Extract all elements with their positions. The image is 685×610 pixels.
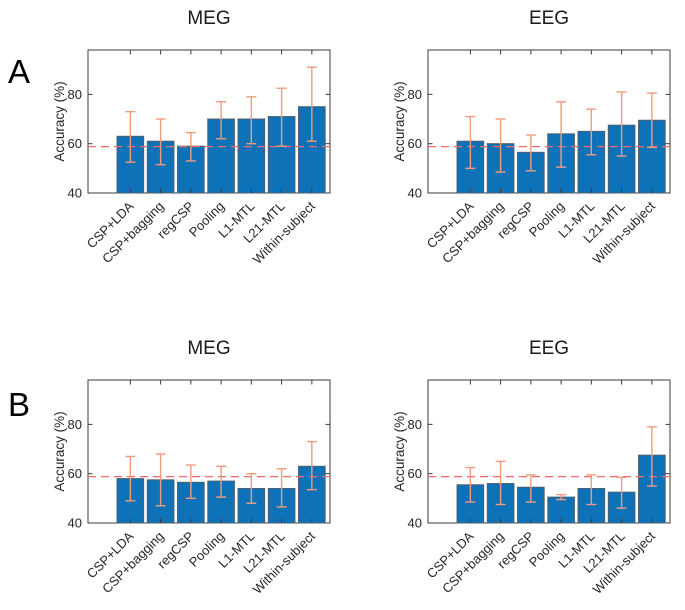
error-bar bbox=[556, 493, 567, 501]
error-bar bbox=[616, 476, 627, 509]
chart-title: MEG bbox=[187, 338, 230, 359]
error-bar bbox=[306, 66, 317, 142]
error-bar bbox=[155, 453, 166, 507]
y-axis-label: Accuracy (%) bbox=[392, 81, 407, 161]
error-bar bbox=[646, 92, 657, 149]
error-bar bbox=[525, 134, 536, 172]
error-bar bbox=[465, 466, 476, 503]
y-tick-label: 80 bbox=[408, 417, 422, 432]
error-bar bbox=[495, 460, 506, 506]
panel-label-b: B bbox=[8, 386, 31, 423]
y-tick-label: 40 bbox=[408, 186, 422, 201]
error-bar bbox=[276, 468, 287, 508]
error-bar bbox=[525, 474, 536, 503]
error-bar bbox=[216, 465, 227, 498]
error-bar bbox=[465, 115, 476, 170]
error-bar bbox=[216, 101, 227, 140]
error-bar bbox=[495, 118, 506, 173]
y-axis-label: Accuracy (%) bbox=[52, 411, 67, 491]
error-bar bbox=[586, 474, 597, 506]
y-tick-label: 60 bbox=[408, 136, 422, 151]
error-bar bbox=[616, 91, 627, 157]
y-axis-label: Accuracy (%) bbox=[52, 81, 67, 161]
y-tick-label: 80 bbox=[68, 417, 82, 432]
error-bar bbox=[646, 426, 657, 487]
error-bar bbox=[586, 108, 597, 156]
y-tick-label: 60 bbox=[68, 466, 82, 481]
y-tick-label: 40 bbox=[68, 516, 82, 531]
error-bar bbox=[246, 96, 257, 145]
error-bar bbox=[125, 455, 136, 502]
error-bar bbox=[276, 87, 287, 147]
y-axis-label: Accuracy (%) bbox=[392, 411, 407, 491]
y-tick-label: 40 bbox=[408, 516, 422, 531]
error-bar bbox=[185, 131, 196, 162]
y-tick-label: 60 bbox=[408, 466, 422, 481]
error-bar bbox=[246, 472, 257, 504]
panel-label-a: A bbox=[8, 53, 31, 90]
y-tick-label: 60 bbox=[68, 136, 82, 151]
error-bar bbox=[185, 464, 196, 500]
y-tick-label: 80 bbox=[408, 87, 422, 102]
y-tick-label: 40 bbox=[68, 186, 82, 201]
chart-title: EEG bbox=[529, 338, 569, 359]
chart-title: MEG bbox=[187, 8, 230, 29]
error-bar bbox=[125, 110, 136, 163]
error-bar bbox=[556, 101, 567, 168]
chart-title: EEG bbox=[529, 8, 569, 29]
error-bar bbox=[306, 440, 317, 491]
y-tick-label: 80 bbox=[68, 87, 82, 102]
error-bar bbox=[155, 118, 166, 166]
